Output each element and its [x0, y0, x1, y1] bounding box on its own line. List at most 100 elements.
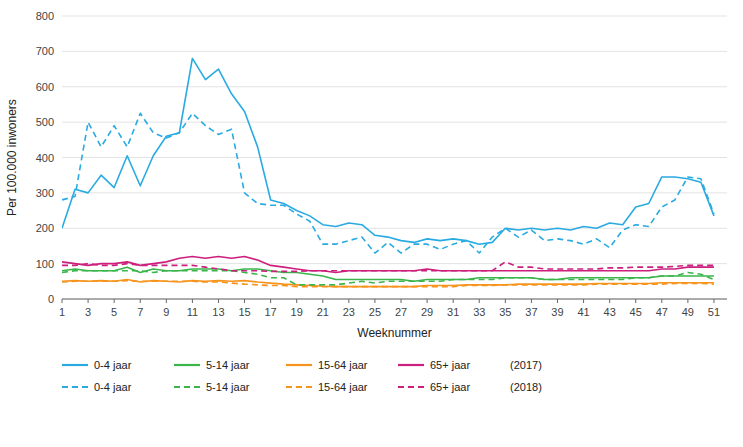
legend-label: 65+ jaar: [430, 381, 470, 393]
x-axis: 1357911131517192123252729313335373941434…: [59, 299, 727, 318]
x-tick-label: 33: [473, 306, 485, 318]
x-tick: [166, 299, 167, 303]
x-tick-label: 51: [708, 306, 720, 318]
legend-swatch: [174, 386, 200, 388]
x-tick-label: 11: [187, 306, 198, 318]
x-axis-label: Weeknummer: [357, 326, 431, 340]
x-tick: [62, 299, 63, 303]
x-tick-label: 21: [317, 306, 329, 318]
legend-label: 65+ jaar: [430, 359, 470, 371]
x-tick-label: 47: [656, 306, 668, 318]
x-tick-label: 9: [163, 306, 169, 318]
x-tick: [140, 299, 141, 303]
x-tick: [88, 299, 89, 303]
x-tick: [427, 299, 428, 303]
x-tick: [557, 299, 558, 303]
y-tick-label: 100: [36, 258, 54, 270]
legend-label: 5-14 jaar: [206, 381, 250, 393]
grid-line: [62, 51, 727, 52]
legend-label: 15-64 jaar: [318, 359, 368, 371]
x-tick: [374, 299, 375, 303]
x-tick-label: 27: [395, 306, 407, 318]
legend-label: 0-4 jaar: [94, 359, 132, 371]
series-line: [62, 280, 714, 287]
x-tick-label: 41: [577, 306, 589, 318]
series-line: [62, 281, 714, 287]
series-line: [62, 267, 714, 281]
y-tick-label: 200: [36, 222, 54, 234]
x-tick-label: 29: [421, 306, 433, 318]
series-line: [62, 262, 714, 272]
y-grid: [62, 16, 727, 299]
x-tick: [296, 299, 297, 303]
grid-line: [62, 157, 727, 158]
x-tick: [505, 299, 506, 303]
legend-swatch: [174, 364, 200, 366]
x-tick-label: 3: [85, 306, 91, 318]
x-tick-label: 35: [499, 306, 511, 318]
x-tick-label: 31: [447, 306, 459, 318]
grid-line: [62, 192, 727, 193]
legend: 0-4 jaar 5-14 jaar 15-64 jaar 65+ jaar (2017…: [62, 359, 542, 393]
x-tick-label: 25: [369, 306, 381, 318]
chart: 0100200300400500600700800135791113151719…: [0, 0, 743, 447]
legend-label: 5-14 jaar: [206, 359, 250, 371]
x-tick: [453, 299, 454, 303]
x-tick: [244, 299, 245, 303]
x-tick: [192, 299, 193, 303]
x-tick: [531, 299, 532, 303]
x-tick-label: 13: [212, 306, 224, 318]
x-tick: [609, 299, 610, 303]
series-line: [62, 113, 714, 253]
legend-swatch: [398, 364, 424, 366]
x-tick: [270, 299, 271, 303]
x-tick: [479, 299, 480, 303]
legend-label: 0-4 jaar: [94, 381, 132, 393]
x-tick: [661, 299, 662, 303]
x-tick-label: 43: [604, 306, 616, 318]
x-tick-label: 37: [525, 306, 537, 318]
series-line: [62, 58, 714, 244]
x-tick-label: 17: [265, 306, 277, 318]
y-tick-label: 300: [36, 187, 54, 199]
x-tick: [401, 299, 402, 303]
series-line: [62, 271, 714, 285]
x-tick-label: 7: [137, 306, 143, 318]
y-axis: 0 100 200 300 400 500 600 700 800: [36, 10, 54, 305]
x-tick-label: 39: [551, 306, 563, 318]
x-tick: [583, 299, 584, 303]
grid-line: [62, 122, 727, 123]
x-tick: [114, 299, 115, 303]
legend-swatch: [62, 386, 88, 388]
y-axis-label: Per 100.000 inwoners: [5, 99, 19, 216]
x-tick: [322, 299, 323, 303]
legend-swatch: [286, 364, 312, 366]
x-tick: [687, 299, 688, 303]
grid-line: [62, 86, 727, 87]
x-tick: [635, 299, 636, 303]
y-tick-label: 800: [36, 10, 54, 22]
x-tick: [713, 299, 714, 303]
legend-annotation: (2018): [510, 381, 542, 393]
y-tick-label: 0: [48, 293, 54, 305]
x-tick-label: 5: [111, 306, 117, 318]
lines: [62, 58, 714, 286]
x-tick: [348, 299, 349, 303]
x-tick: [218, 299, 219, 303]
x-tick-label: 23: [343, 306, 355, 318]
y-tick-label: 700: [36, 45, 54, 57]
series-line: [62, 257, 714, 273]
legend-annotation: (2017): [510, 359, 542, 371]
legend-swatch: [398, 386, 424, 388]
x-axis-line: [62, 299, 727, 300]
y-tick-label: 500: [36, 116, 54, 128]
grid-line: [62, 299, 727, 300]
y-tick-label: 400: [36, 152, 54, 164]
grid-line: [62, 16, 727, 17]
x-tick-label: 49: [682, 306, 694, 318]
x-tick-label: 19: [291, 306, 303, 318]
legend-swatch: [286, 386, 312, 388]
y-tick-label: 600: [36, 81, 54, 93]
x-tick-label: 45: [630, 306, 642, 318]
legend-label: 15-64 jaar: [318, 381, 368, 393]
